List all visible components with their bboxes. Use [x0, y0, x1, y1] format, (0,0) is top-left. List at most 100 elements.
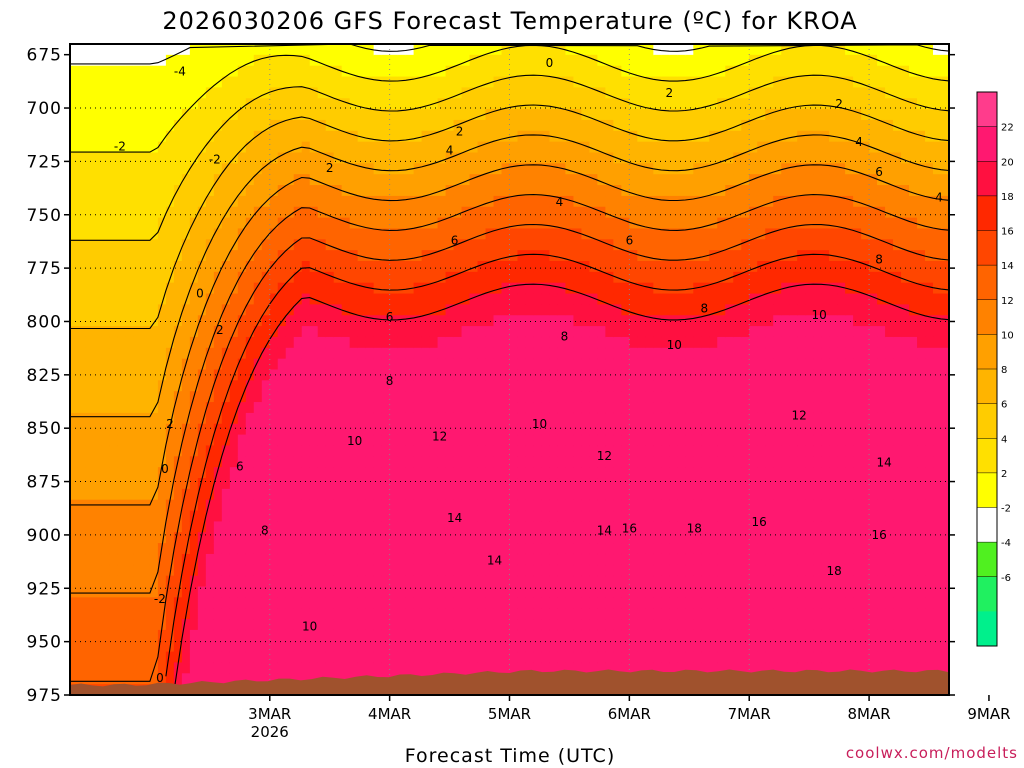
colorbar-swatch — [977, 472, 997, 508]
contour-label: 4 — [855, 135, 863, 149]
contour-label: 2 — [166, 417, 174, 431]
contour-label: 8 — [561, 329, 569, 343]
contour-label: 4 — [556, 195, 564, 209]
contour-label: 12 — [792, 408, 807, 422]
colorbar-swatch — [977, 195, 997, 231]
colorbar-swatch — [977, 265, 997, 301]
colorbar-swatch — [977, 230, 997, 266]
y-tick-label: 900 — [27, 526, 62, 546]
colorbar-label: 22 — [1001, 123, 1014, 134]
colorbar-swatch — [977, 403, 997, 439]
contour-label: 10 — [667, 338, 682, 352]
contour-label: -2 — [209, 152, 221, 166]
contour-label: 12 — [432, 430, 447, 444]
contour-label: 2 — [665, 86, 673, 100]
contour-label: 8 — [700, 302, 708, 316]
isotherm-12 — [70, 164, 950, 506]
isotherm-18 — [165, 253, 950, 677]
contour-label: 0 — [546, 56, 554, 70]
contour-label: 14 — [447, 511, 462, 525]
colorbar-swatch — [977, 126, 997, 162]
x-tick-label: 9MAR — [967, 705, 1010, 723]
colorbar-swatch — [977, 334, 997, 370]
colorbar-swatch — [977, 438, 997, 474]
isotherm-6 — [70, 74, 950, 241]
grid-lines — [70, 44, 949, 695]
contour-label: 18 — [687, 522, 702, 536]
y-tick-label: 925 — [27, 579, 62, 599]
credit-link[interactable]: coolwx.com/modelts — [846, 744, 1018, 762]
colorbar-swatch — [977, 507, 997, 543]
isotherm-16 — [70, 223, 950, 682]
y-tick-label: 725 — [27, 152, 62, 172]
contour-label: 0 — [196, 287, 204, 301]
contour-label: 6 — [875, 165, 883, 179]
isotherm-lines — [70, 43, 950, 692]
colorbar-label: 10 — [1001, 330, 1014, 341]
colorbar-label: -4 — [1001, 538, 1011, 549]
colorbar-swatch — [977, 299, 997, 335]
x-tick-label: 7MAR — [728, 705, 771, 723]
colorbar-swatch — [977, 92, 997, 128]
y-tick-label: 950 — [27, 633, 62, 653]
x-tick-label: 6MAR — [608, 705, 651, 723]
x-tick-label: 4MAR — [368, 705, 411, 723]
contour-label: 2 — [835, 97, 843, 111]
x-tick-label: 8MAR — [848, 705, 891, 723]
contour-label: 10 — [302, 620, 317, 634]
contour-label: 0 — [161, 462, 169, 476]
colorbar-label: 6 — [1001, 400, 1007, 411]
contour-label: 6 — [236, 460, 244, 474]
colorbar-swatch — [977, 611, 997, 647]
colorbar-label: 12 — [1001, 296, 1014, 307]
isotherm-8 — [70, 104, 950, 330]
contour-label: -2 — [154, 592, 166, 606]
y-tick-label: 775 — [27, 259, 62, 279]
chart-title: 2026030206 GFS Forecast Temperature (ºC)… — [162, 7, 857, 35]
contour-label: 10 — [347, 434, 362, 448]
x-tick-sublabel: 2026 — [251, 723, 289, 741]
colorbar-label: 2 — [1001, 469, 1007, 480]
contour-label: 16 — [871, 528, 886, 542]
contour-label: 2 — [326, 161, 334, 175]
contour-label: 14 — [876, 455, 891, 469]
y-tick-label: 825 — [27, 366, 62, 386]
contour-label: 2 — [456, 125, 464, 139]
colorbar-label: -6 — [1001, 573, 1011, 584]
contour-label: -4 — [174, 65, 186, 79]
colorbar-swatch — [977, 542, 997, 578]
contour-label: 18 — [826, 564, 841, 578]
contour-label: 8 — [875, 253, 883, 267]
contour-label: 6 — [386, 310, 394, 324]
isotherm-4 — [70, 44, 950, 153]
colorbar: -6 -4 -2 2 4 6 8 10 12 14 16 18 20 22 — [976, 91, 1014, 647]
contour-label: 12 — [597, 449, 612, 463]
colorbar-label: 4 — [1001, 434, 1007, 445]
colorbar-label: 14 — [1001, 261, 1014, 272]
y-tick-label: 750 — [27, 206, 62, 226]
isotherm-2 — [70, 43, 950, 65]
colorbar-label: -2 — [1001, 504, 1011, 515]
contour-label: 16 — [622, 522, 637, 536]
terrain-ground — [70, 669, 949, 695]
colorbar-swatch — [977, 576, 997, 612]
colorbar-label: 20 — [1001, 157, 1014, 168]
isotherm-10 — [70, 134, 950, 418]
contour-label: 4 — [446, 144, 454, 158]
contour-label: 14 — [487, 554, 502, 568]
contour-label: -2 — [114, 140, 126, 154]
contour-label: 2 — [216, 323, 224, 337]
colorbar-label: 16 — [1001, 227, 1014, 238]
contour-label: 6 — [626, 233, 634, 247]
isotherm-14 — [70, 194, 950, 594]
contour-label: 10 — [532, 417, 547, 431]
contour-label: 4 — [935, 191, 943, 205]
contour-label: 8 — [261, 524, 269, 538]
contour-label: 0 — [156, 671, 164, 685]
y-tick-label: 800 — [27, 312, 62, 332]
colorbar-swatch — [977, 161, 997, 197]
